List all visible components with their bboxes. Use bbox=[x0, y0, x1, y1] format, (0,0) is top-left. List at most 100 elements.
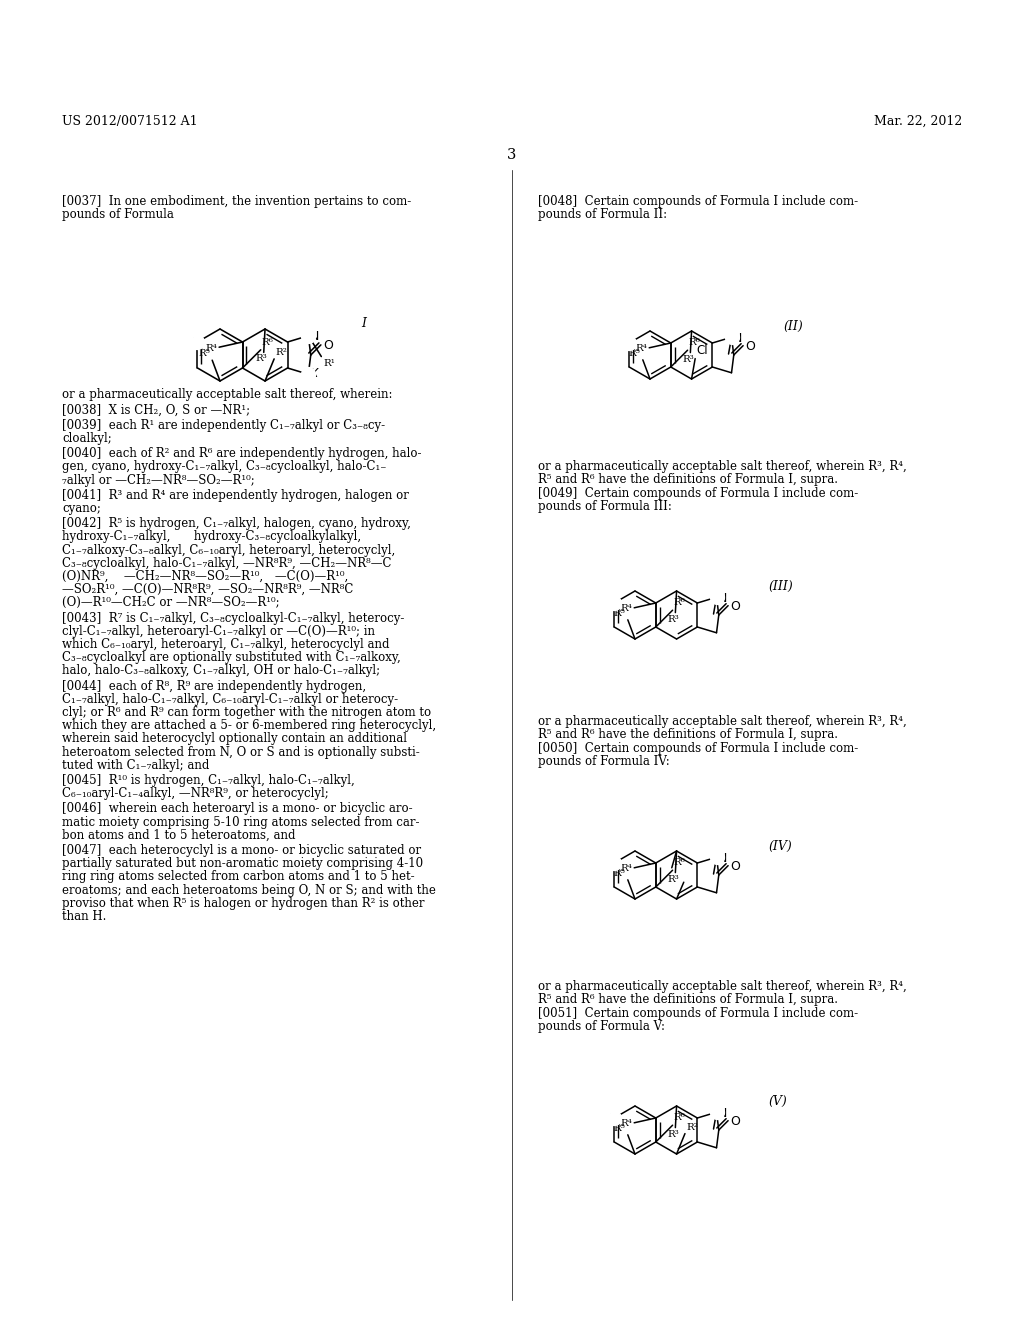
Text: (IV): (IV) bbox=[769, 840, 793, 853]
Text: O: O bbox=[730, 1115, 740, 1129]
Text: or a pharmaceutically acceptable salt thereof, wherein R³, R⁴,: or a pharmaceutically acceptable salt th… bbox=[538, 459, 906, 473]
Text: pounds of Formula V:: pounds of Formula V: bbox=[538, 1020, 665, 1034]
Text: than H.: than H. bbox=[62, 909, 106, 923]
Text: R⁵: R⁵ bbox=[614, 609, 626, 618]
Text: N: N bbox=[718, 1106, 727, 1119]
Text: 3: 3 bbox=[507, 148, 517, 162]
Text: N: N bbox=[718, 591, 727, 605]
Text: —SO₂R¹⁰, —C(O)—NR⁸R⁹, —SO₂—NR⁸R⁹, —NR⁸C: —SO₂R¹⁰, —C(O)—NR⁸R⁹, —SO₂—NR⁸R⁹, —NR⁸C bbox=[62, 583, 353, 597]
Text: R⁴: R⁴ bbox=[621, 1119, 632, 1129]
Text: C₁₋₇alkoxy-C₃₋₈alkyl, C₆₋₁₀aryl, heteroaryl, heterocyclyl,: C₁₋₇alkoxy-C₃₋₈alkyl, C₆₋₁₀aryl, heteroa… bbox=[62, 544, 395, 557]
Text: which C₆₋₁₀aryl, heteroaryl, C₁₋₇alkyl, heterocyclyl and: which C₆₋₁₀aryl, heteroaryl, C₁₋₇alkyl, … bbox=[62, 638, 389, 651]
Text: pounds of Formula IV:: pounds of Formula IV: bbox=[538, 755, 670, 768]
Text: R⁶: R⁶ bbox=[262, 338, 273, 347]
Text: R³: R³ bbox=[668, 875, 679, 883]
Text: R⁴: R⁴ bbox=[621, 605, 632, 614]
Text: [0044]  each of R⁸, R⁹ are independently hydrogen,: [0044] each of R⁸, R⁹ are independently … bbox=[62, 680, 367, 693]
Text: N: N bbox=[609, 858, 617, 870]
Text: [0038]  X is CH₂, O, S or —NR¹;: [0038] X is CH₂, O, S or —NR¹; bbox=[62, 404, 250, 417]
Text: or a pharmaceutically acceptable salt thereof, wherein:: or a pharmaceutically acceptable salt th… bbox=[62, 388, 392, 401]
Text: R²: R² bbox=[686, 1122, 697, 1131]
Text: R¹: R¹ bbox=[324, 359, 335, 367]
Text: matic moiety comprising 5-10 ring atoms selected from car-: matic moiety comprising 5-10 ring atoms … bbox=[62, 816, 420, 829]
Text: bon atoms and 1 to 5 heteroatoms, and: bon atoms and 1 to 5 heteroatoms, and bbox=[62, 829, 296, 842]
Text: or a pharmaceutically acceptable salt thereof, wherein R³, R⁴,: or a pharmaceutically acceptable salt th… bbox=[538, 715, 906, 729]
Text: wherein said heterocyclyl optionally contain an additional: wherein said heterocyclyl optionally con… bbox=[62, 733, 407, 746]
Text: [0041]  R³ and R⁴ are independently hydrogen, halogen or: [0041] R³ and R⁴ are independently hydro… bbox=[62, 488, 409, 502]
Text: N: N bbox=[193, 337, 201, 350]
Text: R³: R³ bbox=[682, 355, 694, 363]
Text: ₇alkyl or —CH₂—NR⁸—SO₂—R¹⁰;: ₇alkyl or —CH₂—NR⁸—SO₂—R¹⁰; bbox=[62, 474, 255, 487]
Text: R⁴: R⁴ bbox=[621, 865, 632, 874]
Text: N: N bbox=[609, 1113, 617, 1126]
Text: R⁶: R⁶ bbox=[688, 338, 700, 347]
Text: [0047]  each heterocyclyl is a mono- or bicyclic saturated or: [0047] each heterocyclyl is a mono- or b… bbox=[62, 843, 421, 857]
Text: C₆₋₁₀aryl-C₁₋₄alkyl, —NR⁸R⁹, or heterocyclyl;: C₆₋₁₀aryl-C₁₋₄alkyl, —NR⁸R⁹, or heterocy… bbox=[62, 787, 329, 800]
Text: R⁶: R⁶ bbox=[674, 858, 685, 867]
Text: R³: R³ bbox=[668, 615, 679, 623]
Text: I: I bbox=[360, 317, 366, 330]
Text: C₃₋₈cycloalkyl, halo-C₁₋₇alkyl, —NR⁸R⁹, —CH₂—NR⁸—C: C₃₋₈cycloalkyl, halo-C₁₋₇alkyl, —NR⁸R⁹, … bbox=[62, 557, 391, 570]
Text: ring ring atoms selected from carbon atoms and 1 to 5 het-: ring ring atoms selected from carbon ato… bbox=[62, 870, 415, 883]
Text: [0040]  each of R² and R⁶ are independently hydrogen, halo-: [0040] each of R² and R⁶ are independent… bbox=[62, 447, 422, 461]
Text: X: X bbox=[309, 367, 317, 380]
Text: N: N bbox=[624, 338, 633, 351]
Text: which they are attached a 5- or 6-membered ring heterocyclyl,: which they are attached a 5- or 6-member… bbox=[62, 719, 436, 733]
Text: C₃₋₈cycloalkyl are optionally substituted with C₁₋₇alkoxy,: C₃₋₈cycloalkyl are optionally substitute… bbox=[62, 651, 400, 664]
Text: R³: R³ bbox=[256, 354, 267, 363]
Text: gen, cyano, hydroxy-C₁₋₇alkyl, C₃₋₈cycloalkyl, halo-C₁₋: gen, cyano, hydroxy-C₁₋₇alkyl, C₃₋₈cyclo… bbox=[62, 461, 386, 474]
Text: [0042]  R⁵ is hydrogen, C₁₋₇alkyl, halogen, cyano, hydroxy,: [0042] R⁵ is hydrogen, C₁₋₇alkyl, haloge… bbox=[62, 517, 411, 531]
Text: O: O bbox=[730, 861, 740, 873]
Text: [0046]  wherein each heteroaryl is a mono- or bicyclic aro-: [0046] wherein each heteroaryl is a mono… bbox=[62, 803, 413, 816]
Text: Cl: Cl bbox=[696, 343, 708, 356]
Text: R³: R³ bbox=[668, 1130, 679, 1139]
Text: (O)NR⁹,  —CH₂—NR⁸—SO₂—R¹⁰, —C(O)—R¹⁰,: (O)NR⁹, —CH₂—NR⁸—SO₂—R¹⁰, —C(O)—R¹⁰, bbox=[62, 570, 348, 583]
Text: C₁₋₇alkyl, halo-C₁₋₇alkyl, C₆₋₁₀aryl-C₁₋₇alkyl or heterocy-: C₁₋₇alkyl, halo-C₁₋₇alkyl, C₆₋₁₀aryl-C₁₋… bbox=[62, 693, 398, 706]
Text: R⁵: R⁵ bbox=[199, 350, 210, 358]
Text: R⁵: R⁵ bbox=[614, 1123, 626, 1133]
Text: Mar. 22, 2012: Mar. 22, 2012 bbox=[873, 115, 962, 128]
Text: clyl; or R⁶ and R⁹ can form together with the nitrogen atom to: clyl; or R⁶ and R⁹ can form together wit… bbox=[62, 706, 431, 719]
Text: R⁵ and R⁶ have the definitions of Formula I, supra.: R⁵ and R⁶ have the definitions of Formul… bbox=[538, 993, 838, 1006]
Text: N: N bbox=[718, 851, 727, 865]
Text: heteroatom selected from N, O or S and is optionally substi-: heteroatom selected from N, O or S and i… bbox=[62, 746, 420, 759]
Text: partially saturated but non-aromatic moiety comprising 4-10: partially saturated but non-aromatic moi… bbox=[62, 857, 423, 870]
Text: proviso that when R⁵ is halogen or hydrogen than R² is other: proviso that when R⁵ is halogen or hydro… bbox=[62, 896, 425, 909]
Text: clyl-C₁₋₇alkyl, heteroaryl-C₁₋₇alkyl or —C(O)—R¹⁰; in: clyl-C₁₋₇alkyl, heteroaryl-C₁₋₇alkyl or … bbox=[62, 624, 375, 638]
Text: [0039]  each R¹ are independently C₁₋₇alkyl or C₃₋₈cy-: [0039] each R¹ are independently C₁₋₇alk… bbox=[62, 418, 385, 432]
Text: (V): (V) bbox=[769, 1094, 787, 1107]
Text: [0049]  Certain compounds of Formula I include com-: [0049] Certain compounds of Formula I in… bbox=[538, 487, 858, 500]
Text: pounds of Formula: pounds of Formula bbox=[62, 209, 174, 222]
Text: N: N bbox=[732, 331, 742, 345]
Text: N: N bbox=[309, 330, 318, 343]
Text: [0037]  In one embodiment, the invention pertains to com-: [0037] In one embodiment, the invention … bbox=[62, 195, 412, 209]
Text: pounds of Formula III:: pounds of Formula III: bbox=[538, 500, 672, 513]
Text: (II): (II) bbox=[783, 319, 804, 333]
Text: hydroxy-C₁₋₇alkyl,  hydroxy-C₃₋₈cycloalkylalkyl,: hydroxy-C₁₋₇alkyl, hydroxy-C₃₋₈cycloalky… bbox=[62, 531, 361, 544]
Text: R⁶: R⁶ bbox=[674, 1113, 685, 1122]
Text: pounds of Formula II:: pounds of Formula II: bbox=[538, 209, 667, 222]
Text: O: O bbox=[745, 341, 755, 354]
Text: [0048]  Certain compounds of Formula I include com-: [0048] Certain compounds of Formula I in… bbox=[538, 195, 858, 209]
Text: [0051]  Certain compounds of Formula I include com-: [0051] Certain compounds of Formula I in… bbox=[538, 1007, 858, 1020]
Text: [0043]  R⁷ is C₁₋₇alkyl, C₃₋₈cycloalkyl-C₁₋₇alkyl, heterocy-: [0043] R⁷ is C₁₋₇alkyl, C₃₋₈cycloalkyl-C… bbox=[62, 611, 404, 624]
Text: cloalkyl;: cloalkyl; bbox=[62, 432, 112, 445]
Text: R⁵: R⁵ bbox=[614, 869, 626, 878]
Text: (O)—R¹⁰—CH₂C or —NR⁸—SO₂—R¹⁰;: (O)—R¹⁰—CH₂C or —NR⁸—SO₂—R¹⁰; bbox=[62, 597, 280, 610]
Text: cyano;: cyano; bbox=[62, 502, 101, 515]
Text: [0050]  Certain compounds of Formula I include com-: [0050] Certain compounds of Formula I in… bbox=[538, 742, 858, 755]
Text: O: O bbox=[323, 339, 333, 352]
Text: [0045]  R¹⁰ is hydrogen, C₁₋₇alkyl, halo-C₁₋₇alkyl,: [0045] R¹⁰ is hydrogen, C₁₋₇alkyl, halo-… bbox=[62, 774, 354, 787]
Text: (III): (III) bbox=[769, 579, 794, 593]
Text: tuted with C₁₋₇alkyl; and: tuted with C₁₋₇alkyl; and bbox=[62, 759, 209, 772]
Text: R⁵ and R⁶ have the definitions of Formula I, supra.: R⁵ and R⁶ have the definitions of Formul… bbox=[538, 729, 838, 742]
Text: halo, halo-C₃₋₈alkoxy, C₁₋₇alkyl, OH or halo-C₁₋₇alkyl;: halo, halo-C₃₋₈alkoxy, C₁₋₇alkyl, OH or … bbox=[62, 664, 380, 677]
Text: R⁴: R⁴ bbox=[205, 343, 217, 352]
Text: R⁵ and R⁶ have the definitions of Formula I, supra.: R⁵ and R⁶ have the definitions of Formul… bbox=[538, 473, 838, 486]
Text: R⁶: R⁶ bbox=[674, 598, 685, 607]
Text: O: O bbox=[730, 601, 740, 614]
Text: R⁴: R⁴ bbox=[635, 345, 647, 354]
Text: N: N bbox=[609, 598, 617, 610]
Text: US 2012/0071512 A1: US 2012/0071512 A1 bbox=[62, 115, 198, 128]
Text: or a pharmaceutically acceptable salt thereof, wherein R³, R⁴,: or a pharmaceutically acceptable salt th… bbox=[538, 979, 906, 993]
